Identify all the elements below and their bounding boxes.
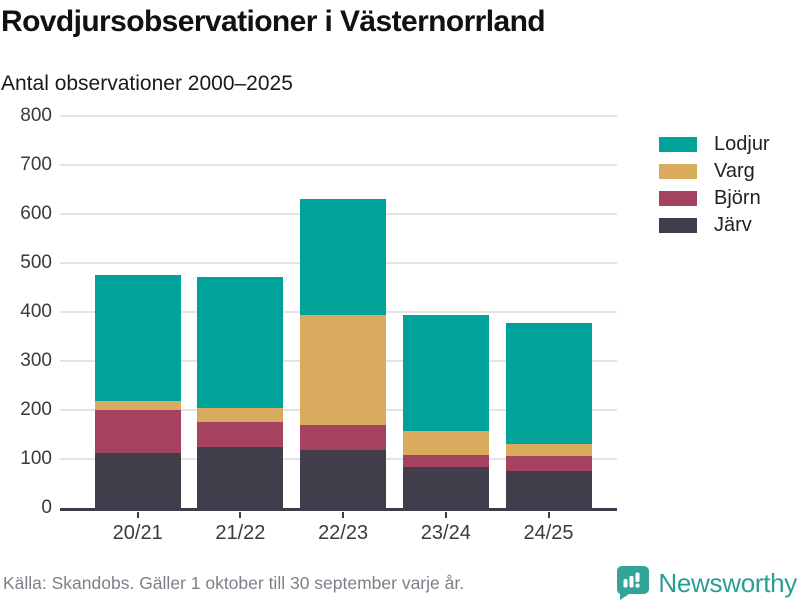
- bar-segment-23-24-varg: [402, 430, 489, 455]
- x-tick-label-20-21: 20/21: [112, 522, 163, 544]
- x-tick-label-23-24: 23/24: [420, 522, 471, 544]
- bar-segment-24-25-varg: [505, 444, 592, 457]
- bar-segment-20-21-järv: [94, 452, 181, 508]
- y-tick-label-400: 400: [20, 301, 52, 322]
- y-tick-label-500: 500: [20, 252, 52, 273]
- x-tick-label-22-23: 22/23: [318, 522, 369, 544]
- legend-label-varg: Varg: [714, 160, 755, 182]
- x-tick: [444, 512, 447, 518]
- newsworthy-icon: [617, 566, 650, 600]
- legend-item-varg: Varg: [659, 158, 770, 185]
- bar-segment-24-25-björn: [505, 456, 592, 471]
- x-tick-label-24-25: 24/25: [523, 522, 574, 544]
- bar-segment-22-23-varg: [300, 314, 387, 425]
- y-tick-label-300: 300: [20, 350, 52, 371]
- x-tick: [342, 512, 345, 518]
- bar-segment-24-25-lodjur: [505, 322, 592, 445]
- x-axis-line: [60, 508, 617, 511]
- bar-segment-21-22-varg: [197, 407, 284, 422]
- bar-segment-22-23-järv: [300, 450, 387, 508]
- page-title: Rovdjursobservationer i Västernorrland: [1, 5, 546, 38]
- bar-segment-23-24-björn: [402, 454, 489, 468]
- x-tick: [547, 512, 550, 518]
- legend-item-järv: Järv: [659, 212, 770, 239]
- y-tick-label-600: 600: [20, 203, 52, 224]
- legend-swatch-varg: [659, 164, 697, 179]
- legend-swatch-järv: [659, 218, 697, 233]
- plot-area: 20/21 21/22 22/23 23/24 24/25: [60, 115, 617, 544]
- legend-swatch-lodjur: [659, 137, 697, 152]
- legend-item-björn: Björn: [659, 185, 770, 212]
- bar-segment-22-23-lodjur: [300, 199, 387, 315]
- bar-segment-22-23-björn: [300, 424, 387, 451]
- bar-segment-23-24-lodjur: [402, 314, 489, 431]
- bar-segment-21-22-björn: [197, 421, 284, 447]
- bar-segment-24-25-järv: [505, 470, 592, 508]
- y-tick-label-200: 200: [20, 399, 52, 420]
- bar-segment-23-24-järv: [402, 467, 489, 508]
- x-tick: [239, 512, 242, 518]
- gridline-700: [60, 164, 617, 166]
- footer: Källa: Skandobs. Gäller 1 oktober till 3…: [0, 565, 800, 600]
- source-note: Källa: Skandobs. Gäller 1 oktober till 3…: [3, 572, 465, 593]
- y-axis-labels: 0 100 200 300 400 500 600 700 800: [0, 105, 52, 518]
- y-tick-label-0: 0: [41, 497, 52, 518]
- bar-segment-21-22-järv: [197, 446, 284, 508]
- legend: Lodjur Varg Björn Järv: [659, 131, 770, 239]
- x-tick-label-21-22: 21/22: [215, 522, 266, 544]
- chart-subtitle: Antal observationer 2000–2025: [1, 72, 293, 95]
- y-tick-label-700: 700: [20, 154, 52, 175]
- gridline-800: [60, 115, 617, 117]
- y-tick-label-100: 100: [20, 448, 52, 469]
- legend-label-järv: Järv: [714, 214, 752, 236]
- legend-label-björn: Björn: [714, 187, 761, 209]
- bar-segment-20-21-varg: [94, 401, 181, 410]
- newsworthy-logo: Newsworthy: [615, 566, 797, 600]
- y-tick-label-800: 800: [20, 105, 52, 126]
- x-tick: [136, 512, 139, 518]
- bar-segment-21-22-lodjur: [197, 276, 284, 408]
- legend-item-lodjur: Lodjur: [659, 131, 770, 158]
- legend-swatch-björn: [659, 191, 697, 206]
- bar-segment-20-21-lodjur: [94, 275, 181, 402]
- newsworthy-wordmark: Newsworthy: [658, 567, 797, 598]
- bar-segment-20-21-björn: [94, 410, 181, 453]
- legend-label-lodjur: Lodjur: [714, 133, 770, 155]
